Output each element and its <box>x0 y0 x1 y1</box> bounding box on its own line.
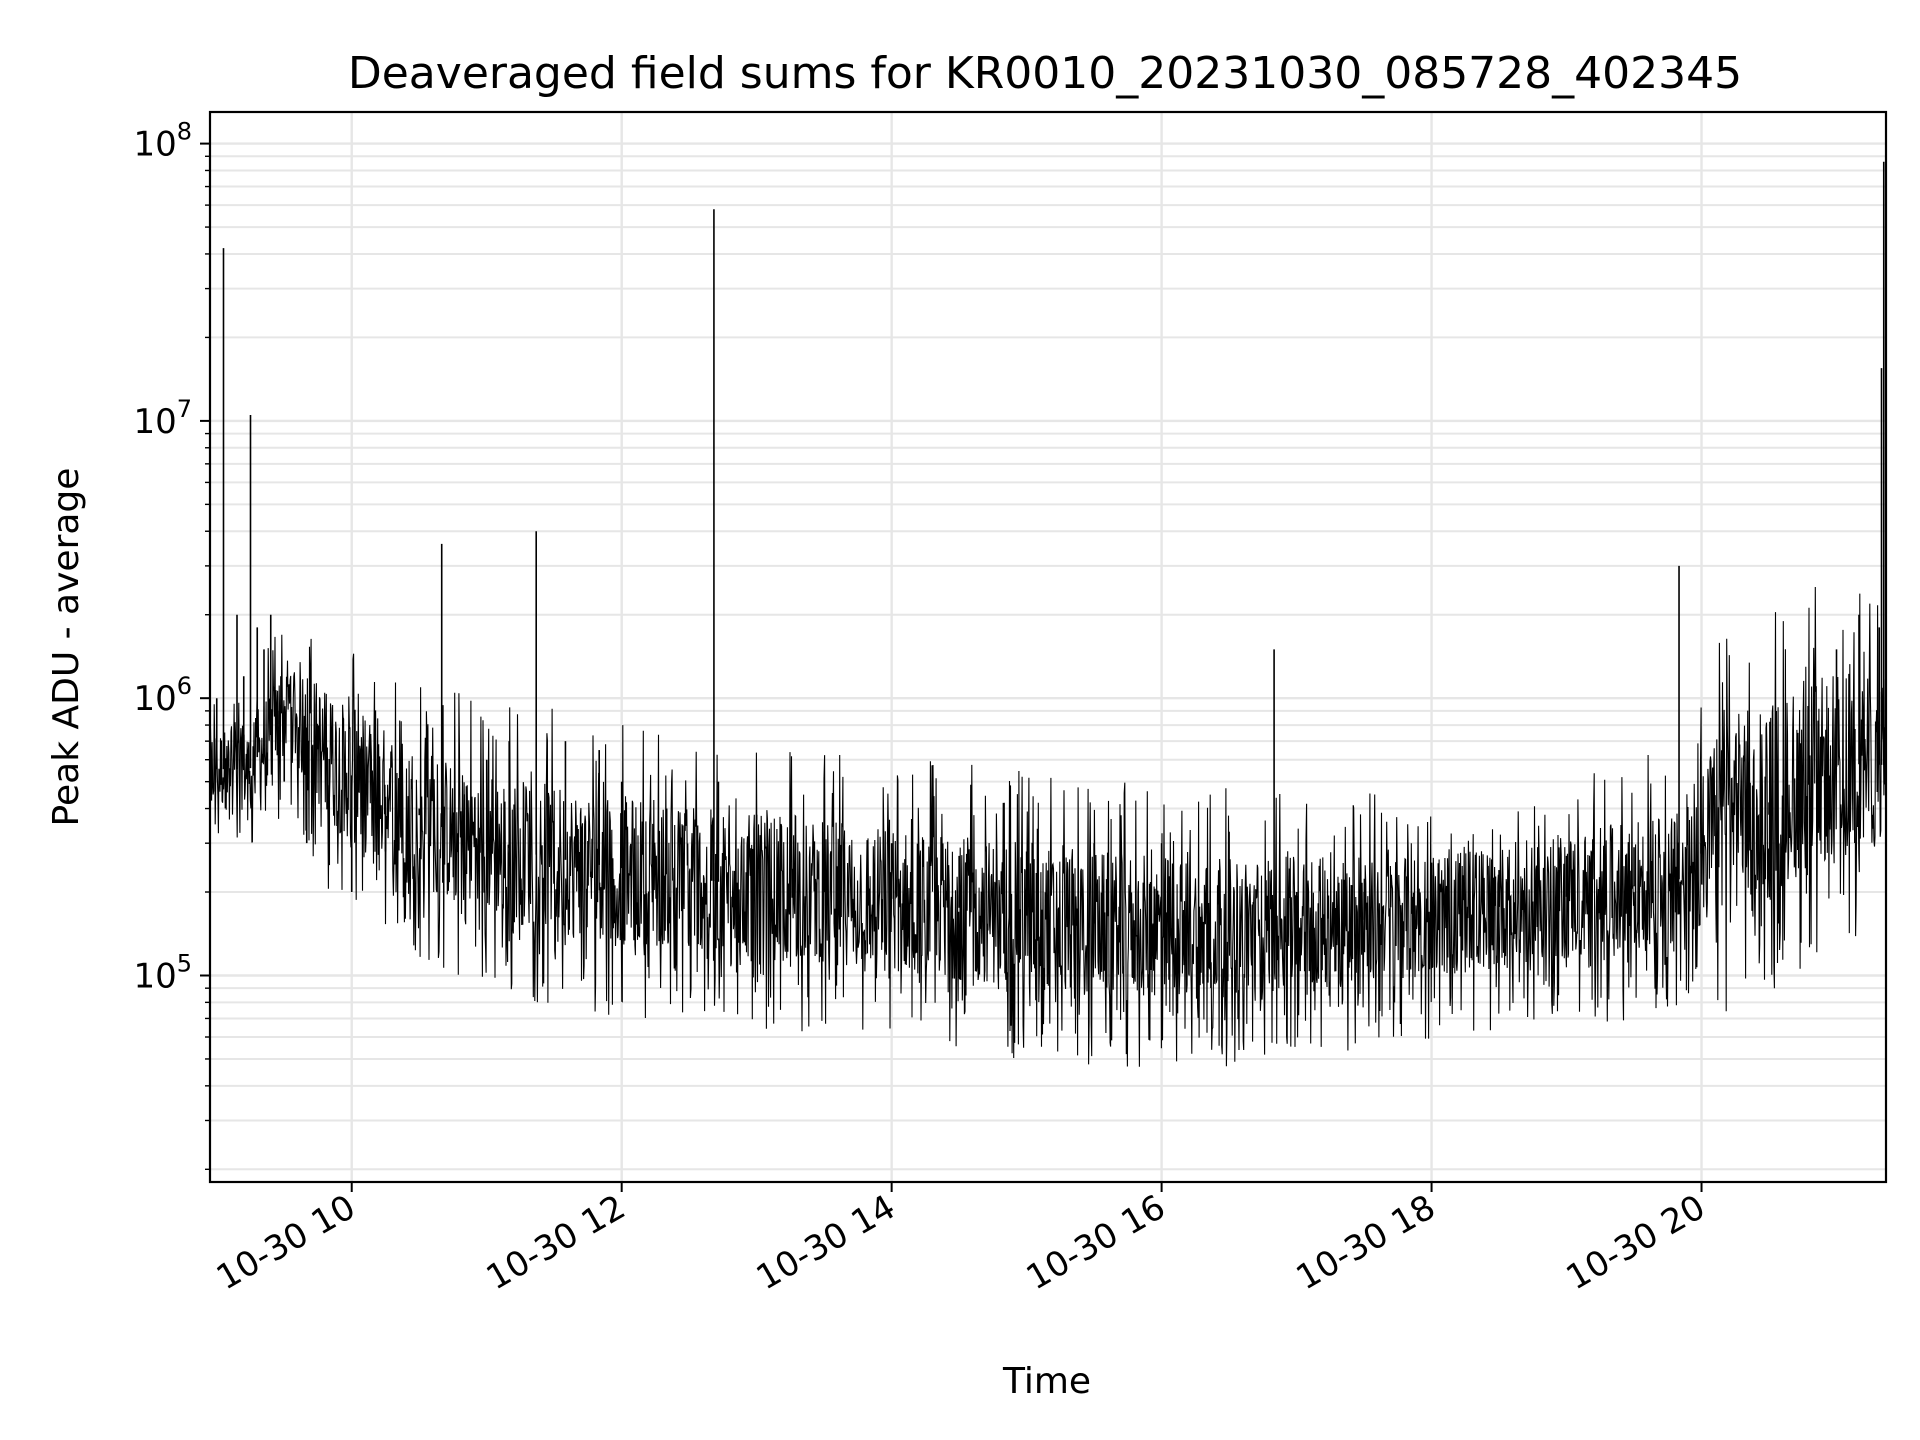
y-tick-label: 108 <box>133 118 192 165</box>
y-axis: 105 106 107 108 <box>133 118 210 1171</box>
x-tick-label: 10-30 16 <box>1020 1187 1172 1298</box>
x-axis-label: Time <box>1002 1361 1091 1402</box>
plot-area <box>209 161 1887 1067</box>
chart-title: Deaveraged field sums for KR0010_2023103… <box>348 48 1742 99</box>
y-tick-label: 107 <box>133 395 192 442</box>
y-tick-label: 105 <box>133 949 192 996</box>
x-tick-label: 10-30 10 <box>210 1187 362 1298</box>
x-tick-label: 10-30 14 <box>750 1187 902 1298</box>
plot-frame <box>208 110 1888 1184</box>
x-axis: 10-30 10 10-30 12 10-30 14 10-30 16 10-30 18… <box>210 1182 1712 1298</box>
y-axis-label: Peak ADU - average <box>46 468 87 827</box>
x-tick-label: 10-30 20 <box>1560 1187 1712 1298</box>
x-tick-label: 10-30 12 <box>480 1187 632 1298</box>
y-tick-label: 106 <box>133 672 192 719</box>
x-tick-label: 10-30 18 <box>1290 1187 1442 1298</box>
series-trace <box>209 586 1887 1067</box>
grid <box>210 112 1886 1182</box>
